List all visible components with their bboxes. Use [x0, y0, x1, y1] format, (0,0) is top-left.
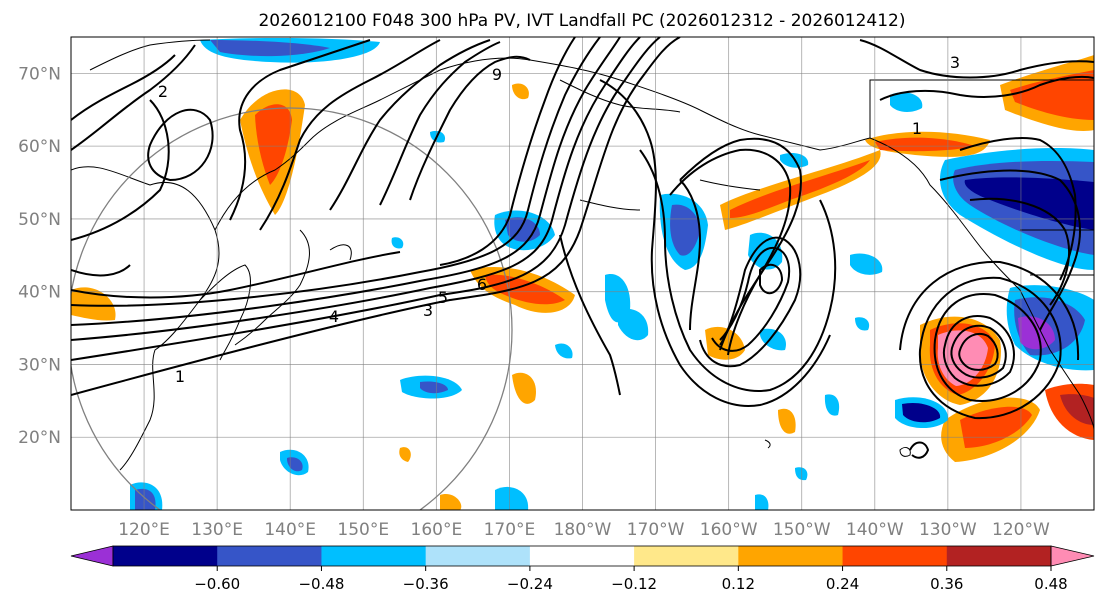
shade-positive [512, 83, 529, 100]
colorbar-segment [842, 546, 948, 566]
latitude-label: 40°N [18, 283, 61, 303]
colorbar-segment [946, 546, 1052, 566]
shade-positive [875, 137, 975, 152]
shade-negative [755, 494, 769, 510]
colorbar-segment [425, 546, 531, 566]
contour-label: 3 [950, 53, 960, 72]
contour-label: 1 [912, 119, 922, 138]
contour-label: 4 [329, 307, 339, 326]
shade-negative [824, 394, 840, 416]
shade-negative [618, 308, 649, 341]
longitude-label: 170°E [484, 520, 536, 540]
contour-label: 6 [477, 275, 487, 294]
colorbar-segment [529, 546, 635, 566]
shade-positive [960, 406, 1032, 448]
map-title: 2026012100 F048 300 hPa PV, IVT Landfall… [258, 11, 905, 31]
colorbar-tick-label: −0.48 [298, 575, 344, 593]
contour-label: 2 [158, 82, 168, 101]
longitude-label: 180°W [554, 520, 612, 540]
shade-negative [760, 328, 786, 351]
map-panel: 1 2 3 4 5 6 1 3 9 [70, 36, 1095, 511]
colorbar: −0.60 −0.48 −0.36 −0.24 −0.12 0.12 0.24 0.36 0.4… [70, 545, 1095, 593]
shade-negative [902, 402, 941, 423]
colorbar-tick-label: 0.24 [826, 575, 859, 593]
colorbar-segment [113, 546, 218, 566]
latitude-labels: 70°N 60°N 50°N 40°N 30°N 20°N [18, 64, 61, 448]
longitude-label: 130°E [191, 520, 243, 540]
contour-label: 3 [423, 301, 433, 320]
longitude-label: 120°E [118, 520, 170, 540]
shade-positive [1060, 394, 1094, 425]
longitude-labels: 120°E 130°E 140°E 150°E 160°E 170°E 180°W 170°W… [118, 520, 1050, 540]
shade-negative [210, 40, 330, 57]
shade-negative [287, 457, 303, 472]
colorbar-tick-label: −0.60 [194, 575, 240, 593]
pv-contours [71, 37, 1094, 459]
contour-label: 1 [175, 367, 185, 386]
colorbar-segment [321, 546, 427, 566]
colorbar-tick-label: −0.12 [611, 575, 657, 593]
longitude-label: 140°E [264, 520, 316, 540]
longitude-label: 140°W [846, 520, 904, 540]
shade-negative [670, 204, 700, 256]
shade-negative [795, 467, 808, 481]
shade-positive [255, 104, 292, 185]
shade-negative [855, 317, 870, 331]
longitude-label: 120°W [992, 520, 1050, 540]
shade-negative [890, 92, 923, 112]
colorbar-segment [634, 546, 739, 566]
shade-negative [391, 237, 404, 249]
shade-positive [512, 372, 536, 404]
colorbar-segment [738, 546, 844, 566]
shade-negative [850, 253, 883, 275]
shade-positive [778, 408, 796, 434]
shade-negative [555, 343, 573, 359]
latitude-label: 70°N [18, 64, 61, 84]
contour-labels: 1 2 3 4 5 6 1 3 9 [158, 53, 960, 386]
coastlines [71, 39, 1094, 471]
colorbar-tick-label: −0.36 [403, 575, 449, 593]
map-frame [70, 36, 1095, 511]
latitude-label: 60°N [18, 137, 61, 157]
longitude-label: 170°W [627, 520, 685, 540]
latitude-label: 50°N [18, 210, 61, 230]
longitude-label: 150°E [337, 520, 389, 540]
longitude-label: 130°W [919, 520, 977, 540]
colorbar-tick-label: 0.12 [722, 575, 755, 593]
longitude-label: 150°W [773, 520, 831, 540]
shade-negative [420, 381, 448, 394]
colorbar-extend-low [70, 545, 114, 567]
gridlines [71, 37, 1094, 510]
latitude-label: 30°N [18, 355, 61, 375]
shade-positive [1010, 70, 1094, 120]
colorbar-tick-label: 0.48 [1034, 575, 1067, 593]
colorbar-segment [217, 546, 322, 566]
latitude-label: 20°N [18, 428, 61, 448]
colorbar-extend-high [1050, 545, 1095, 567]
longitude-label: 160°W [700, 520, 758, 540]
colorbar-tick-label: 0.36 [930, 575, 963, 593]
colorbar-tick-label: −0.24 [507, 575, 553, 593]
shade-negative [495, 486, 529, 510]
contour-label: 9 [492, 65, 502, 84]
longitude-label: 160°E [411, 520, 463, 540]
shade-positive [440, 493, 462, 510]
shade-positive [399, 447, 411, 462]
colorbar-frame [112, 545, 1052, 567]
contour-label: 5 [438, 288, 448, 307]
